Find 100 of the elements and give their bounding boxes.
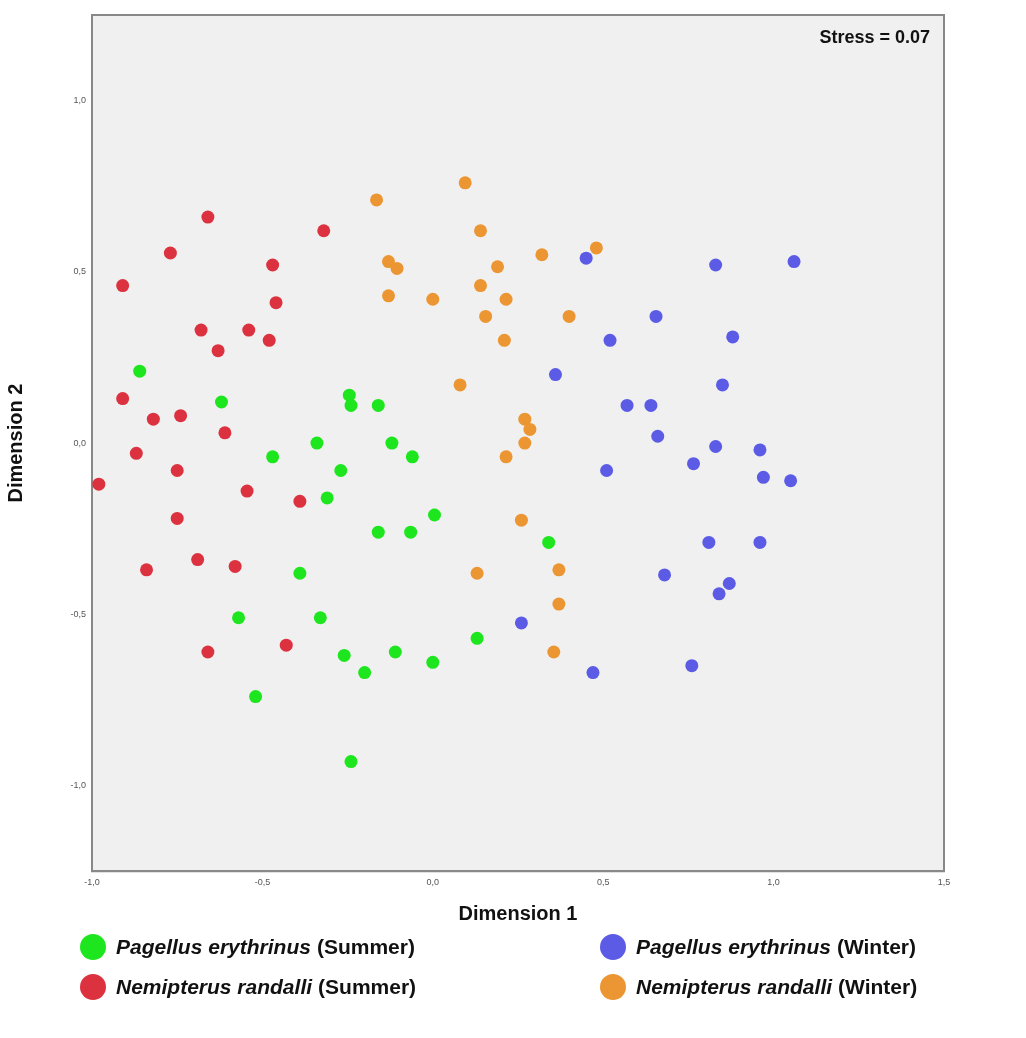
point [116, 279, 130, 293]
point [215, 395, 228, 409]
point [390, 261, 404, 275]
point [320, 491, 334, 505]
point [344, 398, 358, 412]
point [787, 255, 801, 269]
point [753, 535, 767, 549]
point [293, 494, 307, 508]
point [262, 333, 276, 347]
point [174, 409, 188, 423]
point [228, 559, 242, 573]
x-tick-label: 0,0 [426, 877, 440, 888]
point [133, 364, 147, 378]
legend-label: Pagellus erythrinus (Winter) [636, 935, 917, 959]
point [499, 450, 513, 464]
legend-label: Nemipterus randalli (Summer) [116, 975, 417, 999]
point [712, 587, 726, 601]
point [232, 611, 246, 625]
y-tick-label: 0,0 [73, 437, 86, 448]
annotation: Stress = 0.07 [819, 26, 930, 47]
point [404, 525, 418, 539]
point [382, 289, 395, 303]
point [385, 436, 399, 450]
point [92, 477, 106, 491]
point [542, 535, 556, 549]
point [579, 251, 593, 265]
point [146, 412, 160, 426]
point [266, 258, 280, 272]
point [600, 464, 614, 477]
point [170, 464, 184, 477]
y-axis-title: Dimension 2 [3, 383, 26, 503]
x-tick-label: -1,0 [84, 877, 100, 888]
point [211, 344, 225, 358]
point [313, 611, 327, 625]
point [310, 436, 324, 450]
point [140, 563, 154, 577]
y-tick-label: 0,5 [73, 266, 86, 277]
x-axis-title: Dimension 1 [458, 901, 578, 924]
point [129, 446, 143, 460]
point [753, 443, 767, 457]
point [242, 323, 256, 337]
point [269, 296, 283, 310]
point [426, 292, 440, 306]
y-tick-label: -0,5 [70, 608, 86, 619]
point [709, 440, 723, 454]
x-tick-label: 0,5 [596, 877, 610, 888]
point [709, 258, 723, 272]
point [715, 378, 729, 392]
point [658, 568, 672, 582]
point [249, 690, 263, 704]
point [453, 378, 467, 392]
point [194, 323, 208, 337]
point [547, 645, 561, 659]
point [491, 260, 505, 274]
x-tick-label: -0,5 [254, 877, 271, 888]
point [702, 535, 716, 549]
point [382, 255, 395, 269]
point [685, 659, 699, 673]
point [644, 398, 658, 412]
point [497, 333, 511, 347]
point [535, 248, 549, 262]
point [201, 645, 215, 659]
point [649, 309, 663, 323]
point [428, 508, 441, 522]
point [651, 429, 665, 443]
point [552, 597, 566, 611]
point [687, 457, 701, 471]
point [370, 193, 384, 207]
point [371, 525, 385, 539]
point [756, 470, 770, 484]
point [334, 464, 348, 477]
point [337, 648, 351, 662]
point [191, 553, 205, 567]
point [479, 309, 493, 323]
point [293, 566, 307, 580]
x-tick-label: 1,5 [937, 877, 951, 888]
point [405, 450, 419, 464]
point [518, 436, 532, 450]
point [589, 241, 603, 255]
legend-label: Pagellus erythrinus (Summer) [116, 935, 415, 959]
x-tick-label: 1,0 [767, 877, 780, 888]
point [499, 292, 513, 306]
point [388, 645, 402, 659]
point [562, 309, 576, 323]
point [344, 755, 358, 769]
point [514, 513, 528, 527]
point [726, 330, 740, 344]
point [218, 426, 232, 440]
point [279, 638, 293, 652]
point [523, 422, 537, 436]
point [116, 392, 130, 406]
point [266, 450, 280, 464]
point [784, 474, 798, 488]
point [514, 616, 528, 630]
point [170, 511, 184, 525]
point [163, 246, 177, 260]
y-tick-label: 1,0 [73, 95, 86, 106]
point [371, 398, 385, 412]
point [722, 577, 736, 591]
point [317, 224, 331, 238]
